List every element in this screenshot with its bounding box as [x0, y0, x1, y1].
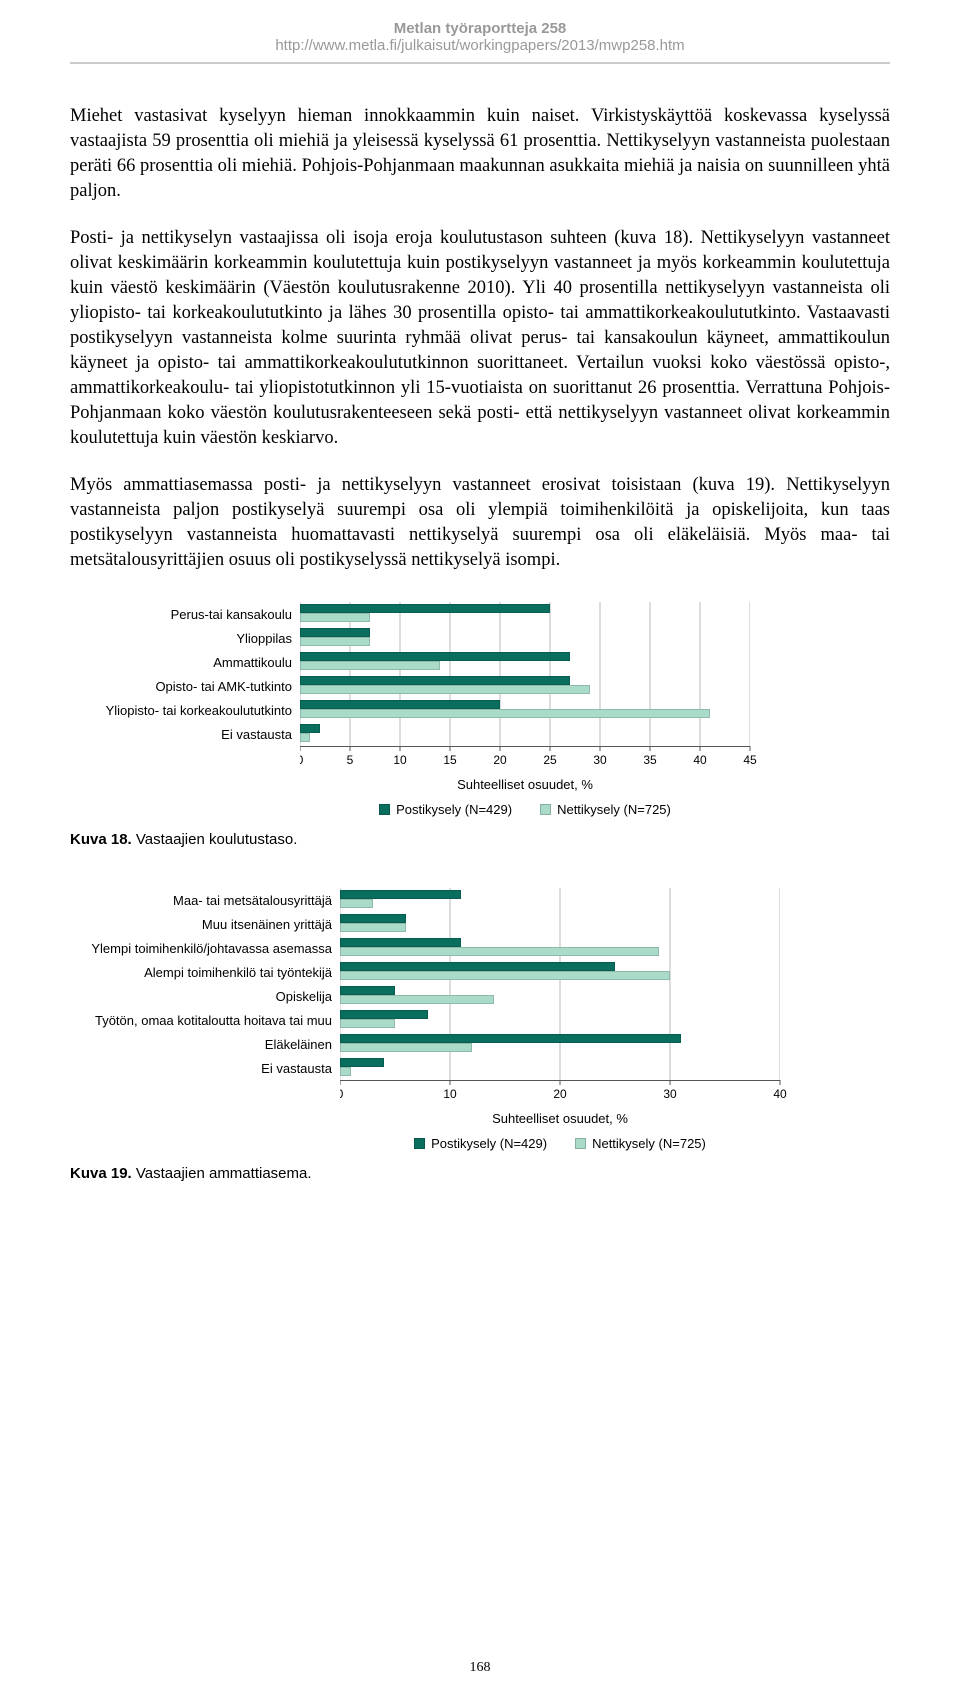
category-label: Ylempi toimihenkilö/johtavassa asemassa: [70, 936, 340, 960]
svg-text:40: 40: [773, 1087, 787, 1101]
category-label: Eläkeläinen: [70, 1032, 340, 1056]
chart-18-container: Perus-tai kansakouluYlioppilasAmmattikou…: [70, 602, 890, 848]
legend-swatch: [379, 804, 390, 815]
category-label: Yliopisto- tai korkeakoulututkinto: [70, 698, 300, 722]
bar: [340, 938, 461, 947]
category-label: Perus-tai kansakoulu: [70, 602, 300, 626]
svg-text:30: 30: [663, 1087, 677, 1101]
svg-text:30: 30: [593, 753, 607, 767]
legend-swatch: [414, 1138, 425, 1149]
category-label: Alempi toimihenkilö tai työntekijä: [70, 960, 340, 984]
svg-text:0: 0: [340, 1087, 344, 1101]
svg-text:5: 5: [347, 753, 354, 767]
bar: [340, 1034, 681, 1043]
paragraph-3: Myös ammattiasemassa posti- ja nettikyse…: [70, 473, 890, 573]
category-label: Ei vastausta: [70, 1056, 340, 1080]
legend-item: Nettikysely (N=725): [575, 1136, 706, 1151]
chart-19-caption: Kuva 19. Vastaajien ammattiasema.: [70, 1165, 890, 1182]
chart-19-caption-label: Kuva 19.: [70, 1165, 132, 1182]
bar: [340, 971, 670, 980]
category-label: Opisto- tai AMK-tutkinto: [70, 674, 300, 698]
header-divider: [70, 62, 890, 64]
bar: [300, 685, 590, 694]
bar: [340, 1067, 351, 1076]
svg-text:40: 40: [693, 753, 707, 767]
legend-item: Postikysely (N=429): [379, 802, 512, 817]
chart-19-caption-text: Vastaajien ammattiasema.: [132, 1165, 312, 1182]
paragraph-2: Posti- ja nettikyselyn vastaajissa oli i…: [70, 226, 890, 451]
bar: [340, 1043, 472, 1052]
bar: [340, 914, 406, 923]
bar: [300, 709, 710, 718]
svg-text:25: 25: [543, 753, 557, 767]
svg-text:0: 0: [300, 753, 304, 767]
x-axis-label: Suhteelliset osuudet, %: [300, 777, 750, 792]
category-label: Ylioppilas: [70, 626, 300, 650]
bar: [340, 1058, 384, 1067]
bar: [340, 962, 615, 971]
category-label: Ammattikoulu: [70, 650, 300, 674]
bar: [300, 613, 370, 622]
legend-item: Nettikysely (N=725): [540, 802, 671, 817]
bar: [340, 899, 373, 908]
bar: [340, 1010, 428, 1019]
legend-item: Postikysely (N=429): [414, 1136, 547, 1151]
chart-18: Perus-tai kansakouluYlioppilasAmmattikou…: [70, 602, 890, 817]
category-label: Muu itsenäinen yrittäjä: [70, 912, 340, 936]
document-header: Metlan työraportteja 258 http://www.metl…: [70, 20, 890, 54]
bar: [340, 986, 395, 995]
bar: [340, 890, 461, 899]
legend-label: Postikysely (N=429): [396, 802, 512, 817]
category-label: Ei vastausta: [70, 722, 300, 746]
paragraph-1: Miehet vastasivat kyselyyn hieman innokk…: [70, 104, 890, 204]
bar: [340, 995, 494, 1004]
bar: [300, 700, 500, 709]
x-axis-label: Suhteelliset osuudet, %: [340, 1111, 780, 1126]
svg-text:10: 10: [443, 1087, 457, 1101]
bar: [300, 661, 440, 670]
bar: [300, 733, 310, 742]
bar: [300, 604, 550, 613]
svg-text:35: 35: [643, 753, 657, 767]
bar: [340, 1019, 395, 1028]
svg-text:15: 15: [443, 753, 457, 767]
bar: [300, 724, 320, 733]
bar: [300, 628, 370, 637]
chart-19: Maa- tai metsätalousyrittäjäMuu itsenäin…: [70, 888, 890, 1151]
page-number: 168: [0, 1660, 960, 1676]
legend-swatch: [540, 804, 551, 815]
report-series-title: Metlan työraportteja 258: [70, 20, 890, 37]
bar: [300, 652, 570, 661]
legend-swatch: [575, 1138, 586, 1149]
bar: [340, 923, 406, 932]
chart-18-caption: Kuva 18. Vastaajien koulutustaso.: [70, 831, 890, 848]
svg-text:20: 20: [493, 753, 507, 767]
category-label: Maa- tai metsätalousyrittäjä: [70, 888, 340, 912]
category-label: Opiskelija: [70, 984, 340, 1008]
svg-text:20: 20: [553, 1087, 567, 1101]
report-url: http://www.metla.fi/julkaisut/workingpap…: [70, 37, 890, 54]
chart-19-container: Maa- tai metsätalousyrittäjäMuu itsenäin…: [70, 888, 890, 1182]
legend-label: Postikysely (N=429): [431, 1136, 547, 1151]
bar: [340, 947, 659, 956]
legend-label: Nettikysely (N=725): [557, 802, 671, 817]
bar: [300, 637, 370, 646]
chart-18-caption-label: Kuva 18.: [70, 831, 132, 848]
category-label: Työtön, omaa kotitaloutta hoitava tai mu…: [70, 1008, 340, 1032]
svg-text:10: 10: [393, 753, 407, 767]
chart-18-caption-text: Vastaajien koulutustaso.: [132, 831, 298, 848]
chart-legend: Postikysely (N=429) Nettikysely (N=725): [340, 1136, 780, 1151]
svg-text:45: 45: [743, 753, 757, 767]
legend-label: Nettikysely (N=725): [592, 1136, 706, 1151]
chart-legend: Postikysely (N=429) Nettikysely (N=725): [300, 802, 750, 817]
bar: [300, 676, 570, 685]
